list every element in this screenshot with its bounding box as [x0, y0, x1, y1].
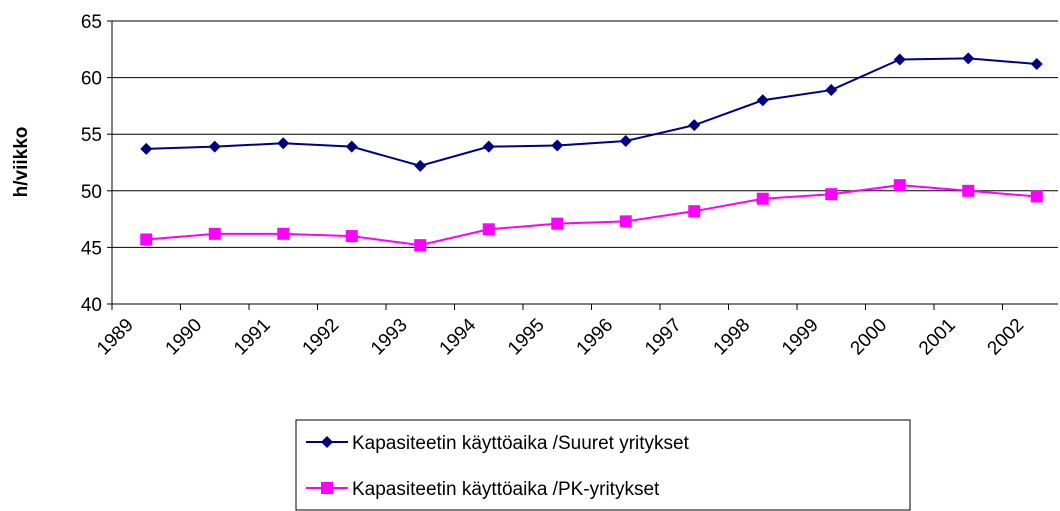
x-tick-label: 1995 — [504, 315, 549, 360]
data-point — [825, 84, 838, 97]
x-tick-label: 1993 — [367, 315, 412, 360]
data-point — [482, 140, 495, 153]
data-point — [619, 215, 632, 228]
data-point — [345, 140, 358, 153]
x-tick-label: 1989 — [93, 315, 138, 360]
x-tick-label: 1992 — [299, 315, 344, 360]
y-axis-label: h/viikko — [11, 127, 32, 198]
y-tick-label: 40 — [81, 295, 102, 316]
data-point — [1030, 58, 1043, 71]
data-point — [414, 239, 427, 252]
x-tick-label: 1996 — [573, 315, 618, 360]
data-point — [140, 233, 153, 246]
data-point — [551, 139, 564, 152]
x-tick-label: 1991 — [230, 315, 275, 360]
data-point — [208, 227, 221, 240]
y-tick-label: 45 — [81, 238, 102, 259]
series-line — [146, 57, 1037, 167]
data-point — [756, 94, 769, 107]
y-tick-label: 65 — [81, 12, 102, 33]
data-point — [893, 179, 906, 192]
y-tick-label: 60 — [81, 69, 102, 90]
data-point — [1030, 190, 1043, 203]
data-point — [345, 230, 358, 243]
legend-box — [295, 419, 911, 511]
data-point — [208, 140, 221, 153]
legend-marker — [321, 482, 333, 494]
y-tick-label: 50 — [81, 182, 102, 203]
legend-label: Kapasiteetin käyttöaika /Suuret yritykse… — [352, 433, 690, 454]
series-line — [146, 184, 1037, 247]
data-point — [482, 223, 495, 236]
y-tick-label: 55 — [81, 125, 102, 146]
x-tick-label: 2001 — [915, 315, 960, 360]
data-point — [688, 119, 701, 132]
data-point — [756, 192, 769, 205]
data-point — [962, 52, 975, 65]
data-point — [551, 217, 564, 230]
data-point — [277, 137, 290, 150]
x-tick-label: 1990 — [162, 315, 207, 360]
data-point — [893, 53, 906, 66]
data-point — [414, 159, 427, 172]
x-tick-label: 1998 — [710, 315, 755, 360]
data-point — [277, 227, 290, 240]
x-tick-label: 1999 — [778, 315, 823, 360]
x-tick-label: 1994 — [436, 314, 481, 359]
legend-label: Kapasiteetin käyttöaika /PK-yritykset — [352, 479, 660, 500]
data-point — [619, 134, 632, 147]
data-point — [825, 188, 838, 201]
data-point — [140, 142, 153, 155]
x-tick-label: 1997 — [641, 315, 686, 360]
x-tick-label: 2002 — [984, 315, 1029, 360]
x-tick-label: 2000 — [847, 315, 892, 360]
data-point — [962, 184, 975, 197]
legend-marker — [321, 436, 333, 448]
data-point — [688, 205, 701, 218]
